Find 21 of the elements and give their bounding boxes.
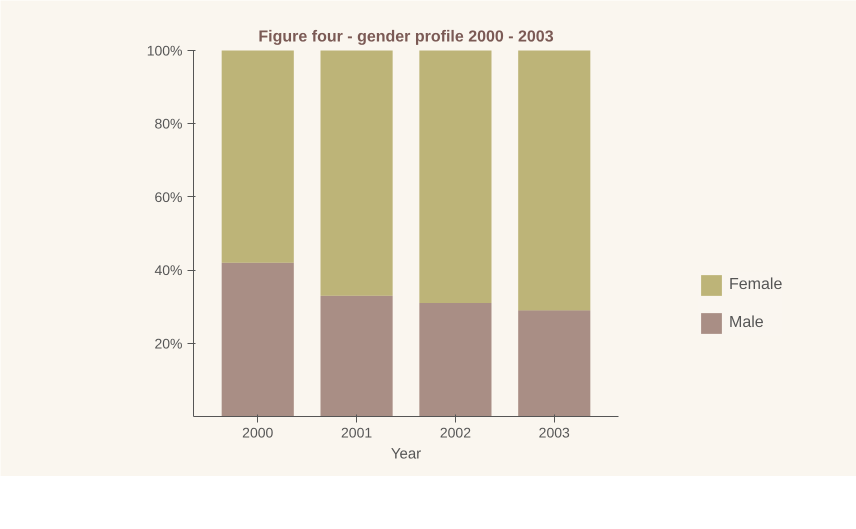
bar <box>320 296 393 416</box>
x-tick-label: 2003 <box>538 424 570 440</box>
x-axis-title: Year <box>390 446 422 462</box>
y-tick-label: 100% <box>146 42 183 58</box>
x-tick-label: 2002 <box>440 424 472 440</box>
x-tick-label: 2000 <box>242 424 274 440</box>
bar <box>419 303 492 416</box>
bar <box>222 50 294 263</box>
bar <box>320 50 393 296</box>
legend-label: Female <box>729 276 782 294</box>
y-tick-label: 40% <box>154 262 183 278</box>
bar <box>518 310 590 416</box>
bar <box>222 262 294 416</box>
bar <box>518 50 590 310</box>
legend-label: Male <box>729 314 764 332</box>
bar <box>419 50 492 304</box>
y-tick-label: 60% <box>154 188 183 205</box>
x-tick-label: 2001 <box>341 424 372 440</box>
chart-title: Figure four - gender profile 2000 - 2003 <box>258 28 554 46</box>
y-tick-label: 80% <box>154 116 183 132</box>
y-tick-label: 20% <box>154 335 183 352</box>
